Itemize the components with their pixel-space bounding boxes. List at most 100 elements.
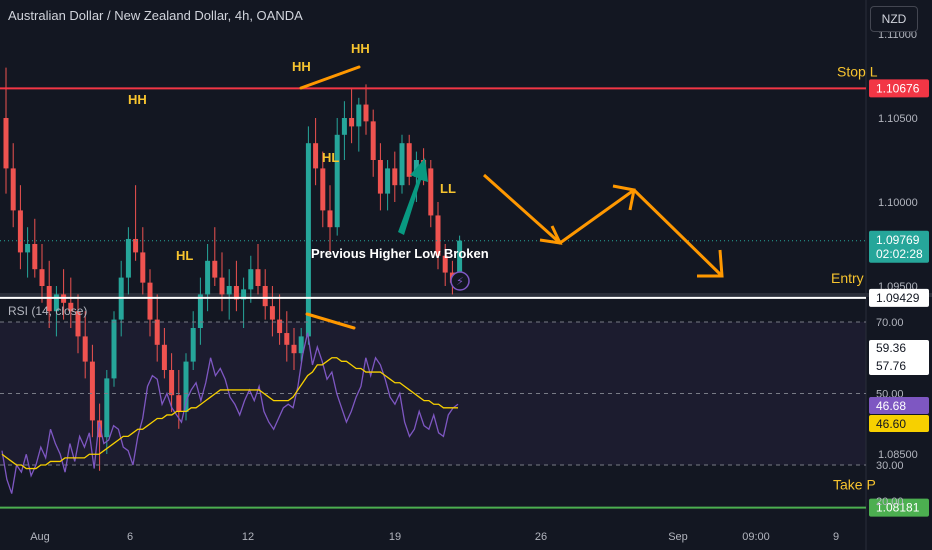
time-tick-label: 26 (535, 531, 547, 543)
entry-label: Entry (831, 270, 864, 286)
rsi-line (1, 332, 459, 494)
candle-body (197, 294, 203, 328)
candle-body (298, 336, 304, 354)
rsi-value-label: 46.68 (876, 399, 906, 413)
projection-arrowhead (697, 249, 724, 278)
candle-body (406, 143, 412, 177)
countdown-label: 02:02:28 (876, 247, 923, 261)
candle-body (435, 215, 441, 256)
rsi-upper-bg (869, 340, 929, 375)
swing-label: HH (292, 59, 311, 74)
rsi-divergence-line (305, 312, 356, 330)
candle-body (32, 244, 38, 270)
candle-body (428, 168, 434, 216)
swing-label: HL (176, 248, 193, 263)
candle-body (370, 121, 376, 160)
entry-price-label-bg (869, 288, 929, 307)
candle-body (399, 143, 405, 186)
take-profit-label: Take P (833, 477, 876, 493)
rsi-tick-label: 20.00 (876, 496, 904, 508)
candle-body (305, 143, 311, 337)
chart-title: Australian Dollar / New Zealand Dollar, … (8, 8, 303, 23)
candle-body (161, 344, 167, 370)
projection-arrowhead (612, 184, 636, 211)
candle-body (190, 328, 196, 362)
candle-body (327, 210, 333, 228)
candle-body (385, 168, 391, 194)
take-price-label: 1.08181 (876, 501, 920, 515)
time-tick-label: 09:00 (742, 531, 770, 543)
candle-body (169, 370, 175, 396)
current-price-label: 1.09769 (876, 233, 920, 247)
rsi-ma-line (1, 357, 458, 470)
rsi-ma-label: 46.60 (876, 417, 906, 431)
candle-body (176, 395, 182, 412)
time-tick-label: 9 (833, 531, 839, 543)
candle-body (457, 240, 463, 283)
candle-body (442, 255, 448, 273)
candle-body (111, 319, 117, 379)
stop-loss-label: Stop L (837, 63, 878, 79)
time-tick-label: Sep (668, 531, 688, 543)
candle-body (262, 286, 268, 307)
candle-body (284, 333, 290, 345)
lightning-glyph: ⚡ (456, 275, 464, 288)
current-price-bg (869, 230, 929, 263)
candle-body (82, 336, 88, 362)
time-tick-label: 12 (242, 531, 254, 543)
candle-body (68, 302, 74, 312)
projection-path (482, 173, 724, 278)
candle-body (154, 319, 160, 345)
candle-body (248, 269, 254, 290)
time-tick-label: Aug (30, 531, 50, 543)
swing-label: HH (351, 41, 370, 56)
candle-body (183, 361, 189, 412)
rsi-upper-label: 59.36 (876, 341, 906, 355)
price-divergence-line (299, 65, 361, 90)
swing-label: LL (440, 181, 456, 196)
price-tick-label: 1.10500 (878, 113, 918, 125)
currency-button[interactable]: NZD (870, 6, 918, 32)
candle-body (349, 118, 355, 127)
candle-body (133, 238, 139, 253)
candle-body (269, 306, 275, 320)
candle-body (356, 104, 362, 127)
rsi-tick-label: 70.00 (876, 317, 904, 329)
candle-body (89, 361, 95, 421)
candle-body (3, 118, 9, 169)
time-tick-label: 6 (127, 531, 133, 543)
candle-body (53, 294, 59, 312)
candle-body (75, 311, 81, 337)
swing-label: HL (322, 150, 339, 165)
teal-arrow (398, 158, 428, 235)
price-tick-label: 1.08500 (878, 449, 918, 461)
entry-price-label: 1.09429 (876, 291, 920, 305)
rsi-ma-bg (869, 415, 929, 432)
rsi-tick-label: 30.00 (876, 460, 904, 472)
candle-body (277, 319, 283, 334)
candle-body (334, 134, 340, 228)
stop-price-label: 1.10676 (876, 81, 920, 95)
candle-body (313, 143, 319, 169)
candle-body (291, 344, 297, 354)
stop-price-label-bg (869, 79, 929, 98)
time-tick-label: 19 (389, 531, 401, 543)
swing-label: HH (128, 92, 147, 107)
candle-body (125, 238, 131, 278)
candle-body (97, 420, 103, 438)
lightning-icon (450, 271, 470, 291)
candle-body (377, 160, 383, 194)
annotation-text: Previous Higher Low Broken (311, 246, 489, 261)
candle-body (233, 286, 239, 300)
candle-body (255, 269, 261, 286)
candle-body (140, 252, 146, 283)
candle-body (392, 168, 398, 186)
candle-body (17, 210, 23, 253)
candle-body (104, 378, 110, 438)
price-tick-label: 1.10000 (878, 197, 918, 209)
candle-body (205, 260, 211, 295)
candle-body (39, 269, 45, 286)
candle-body (212, 260, 218, 278)
candle-body (241, 289, 247, 300)
